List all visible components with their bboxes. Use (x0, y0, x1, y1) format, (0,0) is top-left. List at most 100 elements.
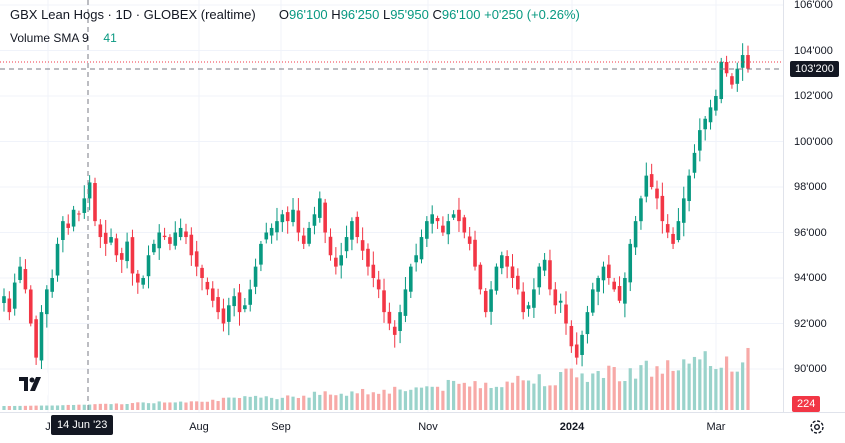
candle-body (323, 202, 327, 233)
candle-body (328, 236, 333, 256)
price-scale[interactable]: 106'000 104'000 102'000 100'000 98'000 96'000… (783, 0, 845, 412)
volume-bar (617, 381, 622, 410)
volume-bar (125, 404, 129, 410)
volume-bar (39, 405, 44, 410)
candle-body (280, 214, 285, 223)
volume-bar (195, 401, 199, 410)
candle-body (232, 296, 236, 307)
volume-bar (494, 386, 499, 410)
candle-body (109, 237, 113, 243)
candle-body (317, 198, 322, 218)
time-scale[interactable]: J Aug Sep Nov 2024 Mar (0, 412, 845, 443)
volume-bar (457, 383, 461, 410)
volume-bar (601, 377, 606, 410)
candle-body (227, 305, 231, 322)
volume-bar (18, 405, 22, 410)
volume-bar (409, 389, 413, 410)
candle-body (403, 289, 408, 316)
candle-body (617, 286, 622, 301)
volume-bar (291, 396, 295, 410)
candle-body (510, 266, 515, 278)
candle-body (248, 289, 253, 305)
candle-body (607, 264, 611, 278)
candlestick-chart[interactable] (0, 0, 783, 415)
volume-bar (548, 385, 552, 410)
price-tick: 104'000 (794, 44, 833, 57)
candle-body (644, 175, 649, 197)
candle-body (50, 278, 54, 292)
candle-body (569, 325, 574, 347)
candle-body (66, 223, 71, 228)
candle-body (168, 237, 172, 244)
gear-icon[interactable] (808, 418, 826, 436)
volume-bar (655, 366, 659, 410)
volume-label[interactable]: Volume SMA 9 (10, 31, 89, 45)
price-tick: 106'000 (794, 0, 833, 11)
candle-body (441, 225, 445, 233)
volume-bar (371, 392, 375, 410)
volume-bar (666, 360, 670, 410)
volume-bar (253, 395, 258, 410)
candle-body (194, 251, 199, 267)
symbol-title[interactable]: GBX Lean Hogs · 1D · GLOBEX (realtime) (10, 7, 256, 22)
candle-body (532, 289, 536, 308)
candle-body (61, 221, 65, 240)
candle-body (18, 266, 22, 280)
time-tick: J (45, 421, 51, 433)
candle-body (275, 221, 279, 233)
candle-body (623, 278, 627, 304)
candle-body (291, 209, 295, 223)
candle-body (350, 221, 354, 240)
tradingview-logo-icon[interactable] (14, 370, 48, 398)
candle-body (505, 256, 509, 267)
volume-bar (286, 395, 290, 410)
volume-bar (104, 403, 108, 410)
volume-bar (130, 403, 135, 410)
candle-body (451, 214, 456, 218)
volume-bar (703, 351, 707, 410)
volume-bar (344, 395, 349, 410)
candle-body (425, 221, 429, 239)
volume-bar (296, 397, 300, 410)
candle-body (714, 96, 718, 111)
volume-bar (633, 378, 638, 410)
candle-body (77, 213, 81, 215)
candle-body (457, 209, 461, 222)
candle-body (2, 296, 6, 304)
volume-bar (302, 395, 306, 410)
volume-value: 41 (103, 31, 117, 45)
candle-body (516, 275, 520, 290)
volume-bar (607, 365, 611, 410)
volume-bar (323, 391, 327, 410)
candle-body (553, 289, 558, 306)
volume-bar (468, 386, 472, 410)
volume-bar (34, 405, 38, 410)
volume-bar (184, 402, 188, 410)
time-tick: Aug (189, 421, 209, 433)
volume-bar (724, 356, 729, 410)
volume-bar (61, 405, 65, 410)
volume-bar (88, 404, 92, 410)
volume-bar (141, 402, 145, 410)
candle-body (355, 216, 360, 238)
price-tick: 98'000 (794, 181, 827, 193)
ohlc-value: 96'100 (289, 7, 328, 22)
volume-bar (387, 393, 391, 410)
price-tick: 92'000 (794, 317, 827, 330)
volume-bar (120, 404, 124, 410)
candle-body (478, 264, 483, 290)
volume-bar (623, 381, 627, 410)
candle-body (189, 234, 194, 256)
volume-bar (473, 381, 477, 410)
candle-body (499, 255, 504, 269)
candle-body (708, 107, 713, 123)
candle-body (419, 237, 424, 260)
candle-body (205, 281, 210, 290)
candle-body (285, 212, 290, 222)
volume-legend: Volume SMA 9 41 (10, 31, 117, 45)
chart-area[interactable]: GBX Lean Hogs · 1D · GLOBEX (realtime) O… (0, 0, 783, 415)
volume-bar (23, 405, 28, 410)
candle-body (392, 326, 397, 335)
ohlc-key: C (432, 7, 442, 22)
candle-body (494, 266, 499, 291)
